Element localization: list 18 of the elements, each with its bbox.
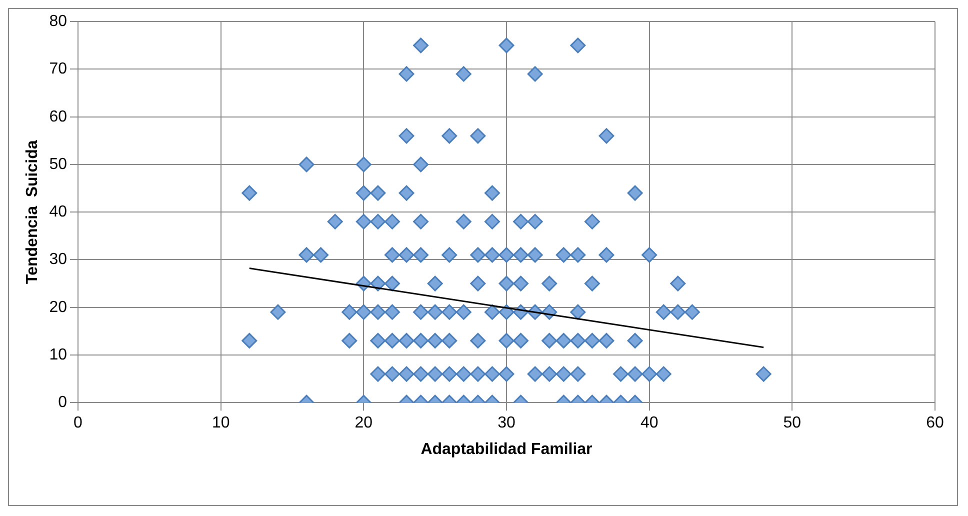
- x-tick-label: 10: [212, 414, 230, 432]
- x-tick-label: 40: [640, 414, 658, 432]
- x-tick-label: 60: [926, 414, 944, 432]
- y-tick-label: 60: [49, 108, 68, 126]
- y-axis-title: Tendencia Suicida: [24, 140, 42, 284]
- y-tick-label: 50: [49, 156, 68, 173]
- x-tick-label: 50: [783, 414, 802, 432]
- y-tick-label: 20: [49, 298, 68, 316]
- y-tick-label: 70: [49, 60, 68, 78]
- x-tick-label: 20: [354, 414, 373, 432]
- y-tick-label: 0: [58, 394, 68, 412]
- y-tick-label: 10: [49, 346, 68, 364]
- y-tick-label: 80: [49, 13, 68, 30]
- x-tick-label: 30: [498, 414, 516, 432]
- y-tick-label: 40: [49, 204, 68, 221]
- y-tick-label: 30: [49, 251, 68, 268]
- x-axis-title: Adaptabilidad Familiar: [420, 440, 592, 458]
- x-tick-label: 0: [74, 414, 83, 432]
